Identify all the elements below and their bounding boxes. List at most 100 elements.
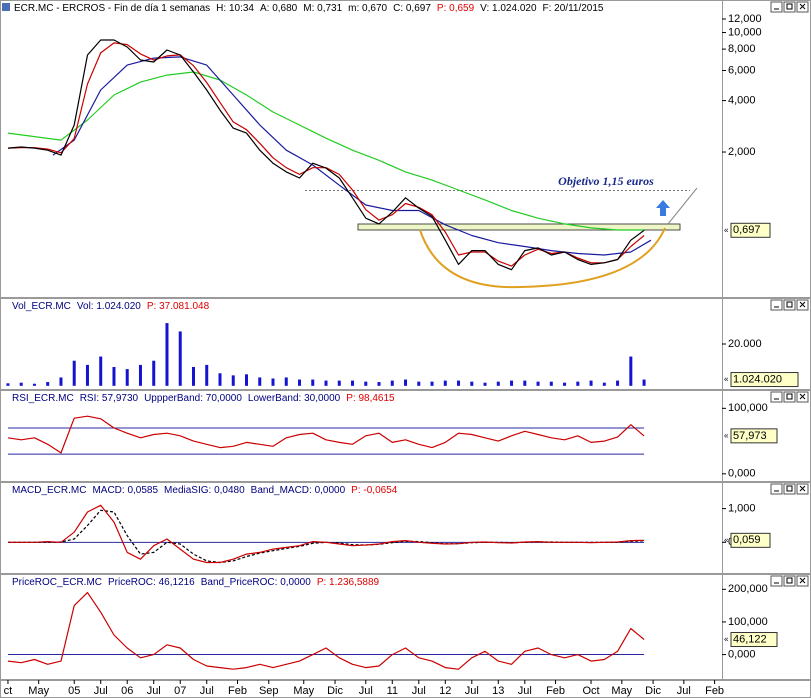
- volume-bar: [6, 383, 10, 386]
- cup-pattern: [419, 227, 666, 289]
- x-tick-label: 05: [68, 685, 80, 697]
- volume-bar: [443, 380, 447, 386]
- volume-bar: [244, 374, 248, 386]
- x-tick-label: Feb: [228, 685, 247, 697]
- x-tick-label: Jul: [94, 685, 108, 697]
- x-tick-label: Oct: [583, 685, 600, 697]
- volume-bar: [549, 381, 553, 386]
- up-arrow: [656, 200, 670, 216]
- last-marker: «: [724, 225, 729, 234]
- volume-bar: [32, 383, 36, 386]
- button-glyph: [786, 485, 793, 492]
- window-button[interactable]: [783, 483, 796, 495]
- button-glyph: [786, 393, 793, 400]
- last-marker: «: [724, 431, 729, 440]
- x-tick-label: 06: [121, 685, 133, 697]
- volume-bar: [59, 377, 63, 386]
- volume-bar: [377, 382, 381, 386]
- volume-bar: [364, 381, 368, 386]
- button-glyph: [799, 577, 806, 584]
- y-tick-label: 8,000: [728, 43, 756, 55]
- y-tick-label: 1,000: [728, 503, 756, 515]
- series-line: [7, 39, 645, 271]
- header-field: m: 0,670: [348, 3, 387, 14]
- x-tick-label: Jul: [677, 685, 691, 697]
- header-field: M: 0,731: [303, 3, 342, 14]
- y-tick-label: 6,000: [728, 64, 756, 76]
- volume-bar: [191, 367, 195, 386]
- button-glyph: [786, 301, 793, 308]
- y-tick-label: 200,000: [728, 583, 768, 595]
- volume-bar: [152, 360, 156, 386]
- volume-bar: [99, 356, 103, 386]
- panel-frame: [0, 574, 811, 680]
- panel-frame: [0, 298, 811, 390]
- header-field: MACD: 0,0585: [92, 485, 158, 496]
- volume-bar: [125, 369, 129, 386]
- window-button[interactable]: [770, 1, 783, 13]
- window-button[interactable]: [783, 1, 796, 13]
- resistance-band: [357, 223, 681, 231]
- window-button[interactable]: [770, 391, 783, 403]
- volume-bar: [563, 382, 567, 386]
- volume-bar: [483, 382, 487, 386]
- panel-frame: [0, 482, 811, 574]
- trend-pointer: [667, 187, 698, 225]
- window-button[interactable]: [783, 391, 796, 403]
- window-button[interactable]: [770, 575, 783, 587]
- header-field: P: 37.081.048: [147, 301, 210, 312]
- volume-bar: [337, 380, 341, 386]
- volume-bar: [324, 380, 328, 386]
- header-field: MACD_ECR.MC: [12, 485, 86, 496]
- y-tick-label: 0,000: [728, 468, 756, 480]
- last-value-label: 1.024.020: [733, 373, 782, 385]
- button-glyph: [799, 3, 806, 10]
- volume-bar: [218, 373, 222, 386]
- window-button[interactable]: [783, 575, 796, 587]
- x-tick-label: Jul: [147, 685, 161, 697]
- y-tick-label: 100,000: [728, 616, 768, 628]
- series-line: [8, 504, 645, 564]
- volume-bar: [430, 381, 434, 386]
- x-tick-label: Jul: [359, 685, 373, 697]
- last-value-box: [730, 532, 771, 548]
- header-field: RSI_ECR.MC: [12, 393, 74, 404]
- volume-bar: [165, 323, 169, 386]
- volume-bar: [390, 380, 394, 386]
- volume-bar: [298, 379, 302, 386]
- volume-bar: [351, 380, 355, 386]
- y-tick-label: 0,000: [728, 648, 756, 660]
- x-tick-label: Feb: [546, 685, 565, 697]
- x-tick-label: 13: [492, 685, 504, 697]
- last-value-label: 57,973: [733, 430, 767, 442]
- header-field: H: 10:34: [216, 3, 254, 14]
- window-button[interactable]: [770, 483, 783, 495]
- button-glyph: [799, 485, 806, 492]
- volume-bar: [112, 367, 116, 386]
- volume-bar: [258, 377, 262, 386]
- header-field: V: 1.024.020: [480, 3, 537, 14]
- header-field: Band_MACD: 0,0000: [251, 485, 346, 496]
- volume-bar: [536, 381, 540, 386]
- target-annotation: Objetivo 1,15 euros: [558, 174, 654, 188]
- volume-bar: [205, 364, 209, 386]
- volume-bar: [417, 381, 421, 386]
- window-button[interactable]: [770, 299, 783, 311]
- button-glyph: [799, 393, 806, 400]
- y-tick-label: 20.000: [728, 338, 762, 350]
- header-field: P: 1.236,5889: [317, 577, 380, 588]
- x-tick-label: May: [611, 685, 632, 697]
- volume-bar: [510, 380, 514, 386]
- volume-bar: [629, 356, 633, 386]
- volume-bar: [271, 378, 275, 386]
- last-marker: «: [724, 535, 729, 544]
- x-tick-label: Dic: [327, 685, 343, 697]
- last-value-box: [730, 428, 778, 444]
- volume-bar: [589, 380, 593, 386]
- window-button[interactable]: [783, 299, 796, 311]
- header-field: Vol: 1.024.020: [77, 301, 141, 312]
- series-line: [7, 415, 645, 454]
- panel-frame: [0, 390, 811, 482]
- last-value-label: 46,122: [733, 633, 767, 645]
